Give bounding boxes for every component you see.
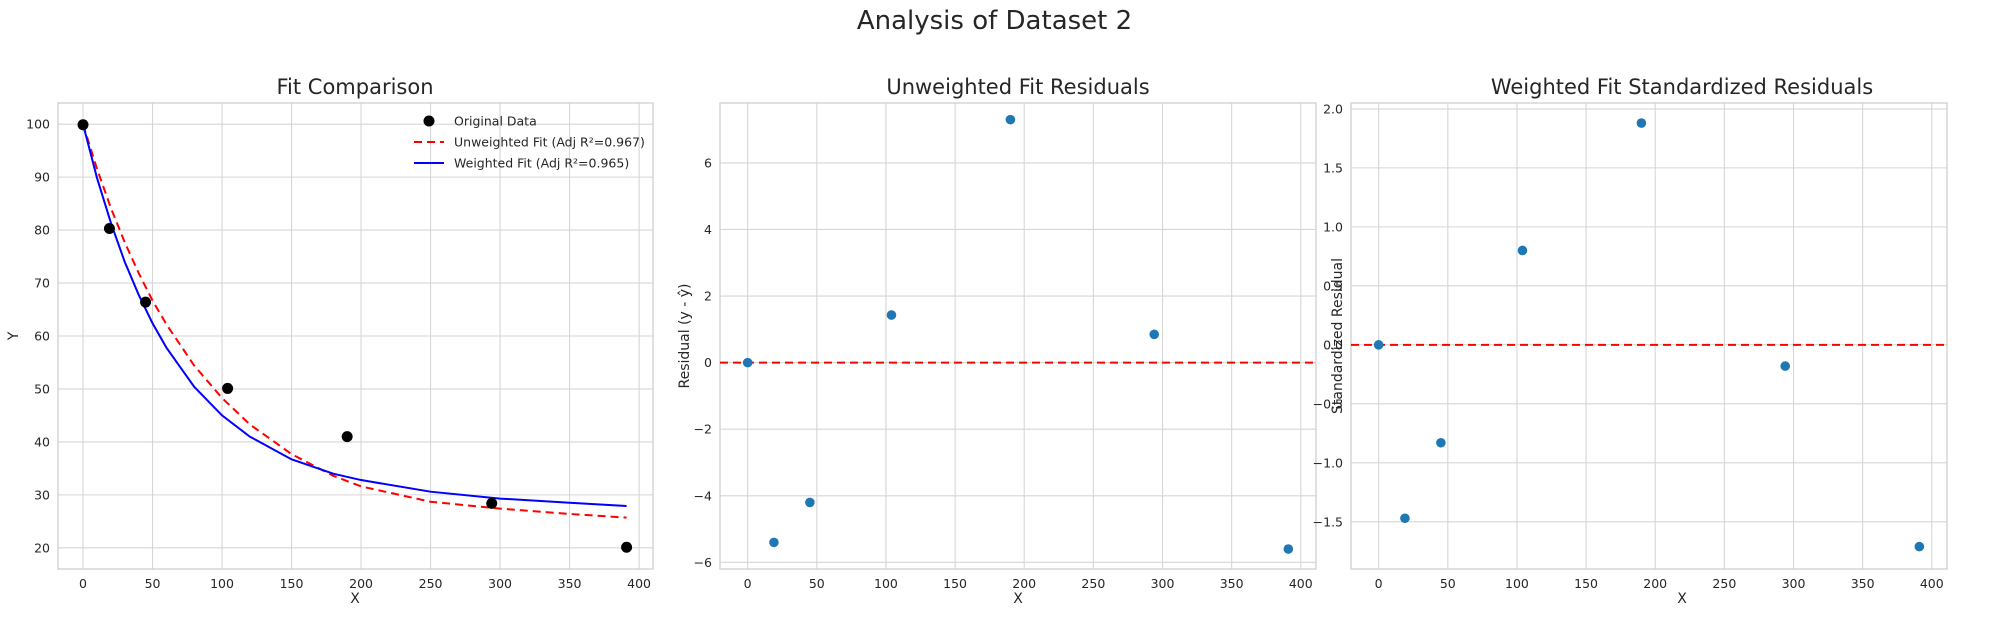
fit-comparison-panel: Fit Comparison X Y 0 50 100 150 200 250 300 350… <box>6 75 654 607</box>
x-tick-label: 400 <box>1289 576 1313 591</box>
figure-title: Analysis of Dataset 2 <box>857 6 1132 36</box>
unweighted-residuals-x-label: X <box>1013 591 1023 607</box>
y-tick-label: 60 <box>34 329 50 344</box>
y-tick-label: 30 <box>34 487 50 502</box>
y-tick-label: −2 <box>694 422 712 437</box>
y-tick-label: −1.0 <box>1313 455 1343 470</box>
residual-point <box>805 497 815 508</box>
y-tick-label: 90 <box>34 170 50 185</box>
residual-point <box>1914 541 1925 552</box>
y-tick-label: 2.0 <box>1323 101 1343 116</box>
unweighted-residuals-y-label: Residual (y - ŷ) <box>677 283 693 388</box>
x-tick-label: 300 <box>1782 576 1806 591</box>
residual-point <box>1149 329 1160 340</box>
y-tick-label: 2 <box>704 289 712 304</box>
original-data-point <box>486 497 498 509</box>
fit-comparison-title: Fit Comparison <box>276 75 433 99</box>
y-tick-label: 1.5 <box>1323 160 1343 175</box>
fit-comparison-x-label: X <box>350 591 360 607</box>
residual-point <box>742 357 753 368</box>
y-tick-label: −4 <box>694 488 712 503</box>
unweighted-residuals-panel: Unweighted Fit Residuals X Residual (y -… <box>677 75 1317 607</box>
residual-point <box>1517 245 1528 256</box>
x-tick-label: 50 <box>145 576 161 591</box>
x-tick-label: 100 <box>210 576 234 591</box>
y-tick-label: 4 <box>704 222 712 237</box>
unweighted-fit-line <box>82 123 627 519</box>
legend-label: Original Data <box>454 114 537 129</box>
x-tick-label: 250 <box>1081 576 1105 591</box>
y-tick-label: −0.5 <box>1313 396 1343 411</box>
x-tick-label: 150 <box>943 576 967 591</box>
x-tick-label: 50 <box>1440 576 1456 591</box>
x-tick-label: 150 <box>280 576 304 591</box>
y-tick-label: −1.5 <box>1313 514 1343 529</box>
y-tick-label: 50 <box>34 381 50 396</box>
x-tick-label: 200 <box>1643 576 1667 591</box>
original-data-point <box>140 296 152 308</box>
original-data-point <box>77 119 89 131</box>
legend-label: Weighted Fit (Adj R²=0.965) <box>454 156 629 171</box>
weighted-std-residuals-x-label: X <box>1677 591 1687 607</box>
x-tick-label: 350 <box>1851 576 1875 591</box>
x-tick-label: 200 <box>1012 576 1036 591</box>
legend-label: Unweighted Fit (Adj R²=0.967) <box>454 135 645 150</box>
plot-frame <box>57 102 654 570</box>
y-tick-label: 80 <box>34 223 50 238</box>
x-tick-label: 100 <box>874 576 898 591</box>
x-tick-label: 250 <box>1712 576 1736 591</box>
y-tick-label: −6 <box>694 555 712 570</box>
y-tick-label: 0.5 <box>1323 278 1343 293</box>
original-data-point <box>222 382 234 394</box>
original-data-point <box>103 223 115 235</box>
residual-point <box>886 310 897 320</box>
original-data-point <box>341 431 353 443</box>
x-tick-label: 200 <box>349 576 373 591</box>
y-tick-label: 0 <box>704 355 712 370</box>
residual-point <box>1436 437 1446 448</box>
legend-marker-original <box>423 115 435 127</box>
unweighted-residuals-title: Unweighted Fit Residuals <box>886 75 1149 99</box>
plot-frame <box>719 102 1317 570</box>
x-tick-label: 150 <box>1574 576 1598 591</box>
residual-point <box>769 537 779 548</box>
residual-point <box>1373 340 1384 350</box>
x-tick-label: 250 <box>419 576 443 591</box>
weighted-fit-line <box>82 123 627 507</box>
x-tick-label: 300 <box>1151 576 1175 591</box>
x-tick-label: 400 <box>1920 576 1944 591</box>
x-tick-label: 350 <box>1220 576 1244 591</box>
residual-point <box>1400 513 1410 524</box>
weighted-std-residuals-panel: Weighted Fit Standardized Residuals X St… <box>1313 75 1948 607</box>
y-tick-label: 1.0 <box>1323 219 1343 234</box>
residual-point <box>1283 544 1294 554</box>
x-tick-label: 0 <box>79 576 87 591</box>
weighted-std-residuals-title: Weighted Fit Standardized Residuals <box>1491 75 1873 99</box>
y-tick-label: 0.0 <box>1323 337 1343 352</box>
original-data-point <box>621 541 633 553</box>
x-tick-label: 0 <box>1375 576 1383 591</box>
y-tick-label: 70 <box>34 276 50 291</box>
x-tick-label: 100 <box>1505 576 1529 591</box>
plot-frame <box>1350 102 1948 570</box>
y-tick-label: 6 <box>704 155 712 170</box>
x-tick-label: 50 <box>809 576 825 591</box>
x-tick-label: 300 <box>488 576 512 591</box>
weighted-std-residuals-y-label: Standardized Residual <box>1330 258 1346 414</box>
x-tick-label: 350 <box>558 576 582 591</box>
residual-point <box>1636 118 1647 128</box>
y-tick-label: 20 <box>34 540 50 555</box>
y-tick-label: 100 <box>26 117 50 132</box>
y-tick-label: 40 <box>34 434 50 449</box>
fit-comparison-y-label: Y <box>6 331 22 341</box>
residual-point <box>1780 361 1791 371</box>
fit-legend: Original Data Unweighted Fit (Adj R²=0.96… <box>414 114 645 171</box>
x-tick-label: 0 <box>744 576 752 591</box>
residual-point <box>1005 114 1016 125</box>
x-tick-label: 400 <box>627 576 651 591</box>
